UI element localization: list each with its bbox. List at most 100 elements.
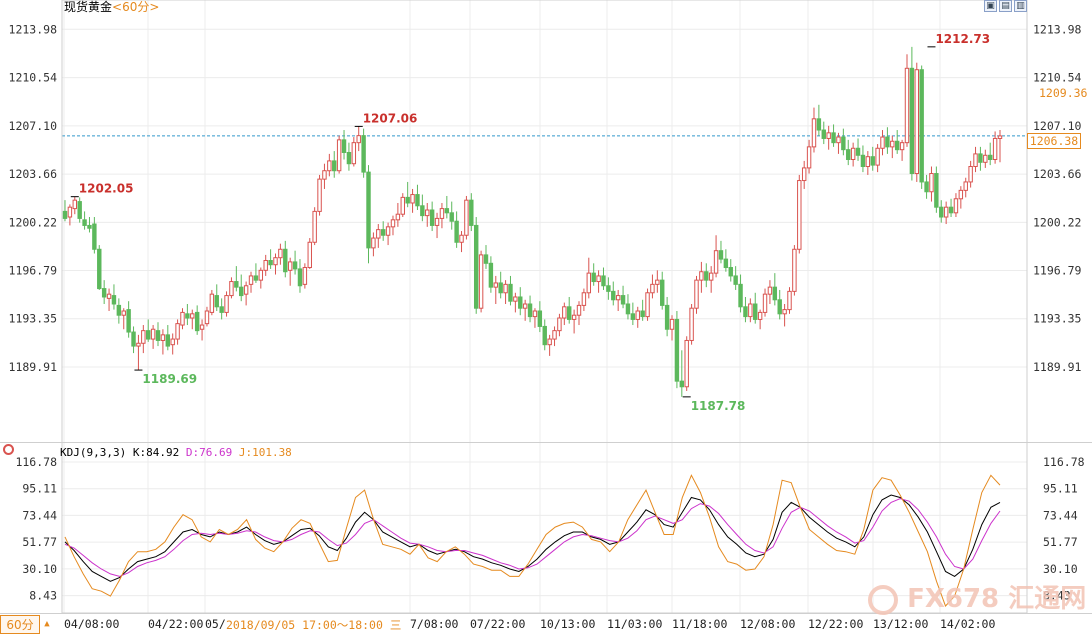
toolbar-button-1[interactable]: ▣ (984, 0, 997, 12)
annotation-label: 1212.73 (935, 32, 990, 46)
grid-lines (62, 0, 1027, 613)
candle-body (713, 250, 719, 274)
price-tick-left: 1200.22 (9, 215, 57, 229)
candle-body (948, 206, 954, 214)
price-tick-left: 1207.10 (9, 119, 58, 133)
candle-body (307, 241, 312, 269)
candle-body (420, 205, 425, 217)
candle-body (983, 154, 988, 163)
candle-body (170, 338, 175, 346)
kdj-tick-right: 8.43 (1043, 589, 1071, 603)
candle-body (248, 275, 254, 285)
candle-body (562, 306, 567, 319)
candle-body (850, 147, 856, 160)
candle-body (792, 248, 797, 292)
candle-body (811, 118, 817, 148)
candle-body (797, 180, 802, 250)
candle-body (684, 339, 689, 388)
candle-body (121, 310, 126, 316)
period-dropdown-arrow-icon[interactable]: ▲ (44, 619, 50, 629)
price-tick-right: 1203.66 (1033, 167, 1082, 181)
candle-body (488, 262, 494, 288)
candle-body (199, 324, 205, 330)
candle-body (483, 254, 489, 264)
candle-body (376, 229, 381, 239)
candle-body (625, 303, 631, 315)
candle-body (997, 135, 1003, 139)
annotation-label: 1189.69 (142, 372, 197, 386)
candle-body (518, 296, 523, 309)
candle-body (190, 313, 195, 319)
price-tick-left: 1213.98 (9, 22, 58, 36)
candle-body (635, 310, 640, 320)
candle-body (743, 306, 748, 318)
candle-body (194, 311, 200, 332)
candle-body (669, 318, 675, 330)
kdj-tick-right: 51.77 (1043, 535, 1078, 549)
candle-body (821, 129, 826, 139)
candle-body (699, 271, 704, 281)
candle-body (459, 234, 464, 243)
candle-body (243, 285, 249, 295)
kdj-tick-left: 73.44 (22, 508, 57, 522)
period-button[interactable]: 60分 (0, 615, 40, 634)
price-tick-right: 1189.91 (1033, 360, 1082, 374)
toolbar-button-3[interactable]: ▥ (1014, 0, 1027, 12)
candle-body (777, 299, 782, 315)
candle-body (371, 237, 376, 249)
period-tag: <60分> (112, 0, 160, 14)
candle-body (425, 209, 430, 217)
candle-body (860, 154, 866, 168)
x-tick-label: 12/22:00 (808, 617, 863, 631)
candle-body (611, 290, 616, 301)
kdj-tick-left: 8.43 (29, 589, 57, 603)
candle-body (571, 314, 577, 320)
candle-body (826, 132, 831, 139)
candle-body (160, 334, 166, 341)
candle-body (273, 257, 278, 266)
candle-body (449, 212, 454, 222)
kdj-tick-right: 30.10 (1043, 562, 1078, 576)
toolbar-button-2[interactable]: ▤ (999, 0, 1012, 12)
candle-body (380, 229, 386, 236)
candle-body (239, 286, 244, 297)
candle-body (493, 282, 498, 288)
price-tick-right: 1207.10 (1033, 119, 1082, 133)
candle-body (498, 282, 503, 294)
candle-body (762, 293, 768, 313)
candle-body (263, 260, 268, 271)
candle-body (591, 272, 596, 283)
watermark-logo-icon (868, 584, 898, 615)
x-tick-label: 10/13:00 (540, 617, 595, 631)
candle-body (454, 220, 459, 243)
price-tick-right: 1196.79 (1033, 263, 1082, 277)
candle-body (870, 156, 875, 166)
candle-body (645, 292, 650, 318)
candle-body (400, 196, 405, 215)
candle-body (576, 304, 582, 316)
candle-body (640, 310, 645, 318)
kdj-legend: KDJ(9,3,3) K:84.92 D:76.69 J:101.38 (60, 446, 292, 459)
candle-body (816, 118, 822, 131)
indicator-settings-icon[interactable] (3, 444, 14, 455)
candle-body (464, 199, 469, 236)
price-tick-right: 1210.54 (1033, 71, 1082, 85)
candle-body (728, 267, 733, 277)
candle-body (655, 279, 660, 285)
candle-body (258, 269, 264, 281)
price-tick-right: 1200.22 (1033, 215, 1081, 229)
candle-body (939, 206, 944, 218)
candle-body (336, 139, 342, 172)
candle-body (106, 293, 112, 299)
x-tick-label: 04/22:00 (148, 617, 203, 631)
candle-body (292, 261, 298, 270)
kdj-k-value: K:84.92 (132, 446, 180, 459)
candle-body (919, 69, 924, 183)
candle-body (405, 196, 410, 204)
candle-body (283, 248, 288, 273)
candle-body (395, 213, 401, 221)
candle-body (214, 295, 219, 308)
candle-body (718, 250, 724, 260)
candle-body (116, 304, 122, 316)
